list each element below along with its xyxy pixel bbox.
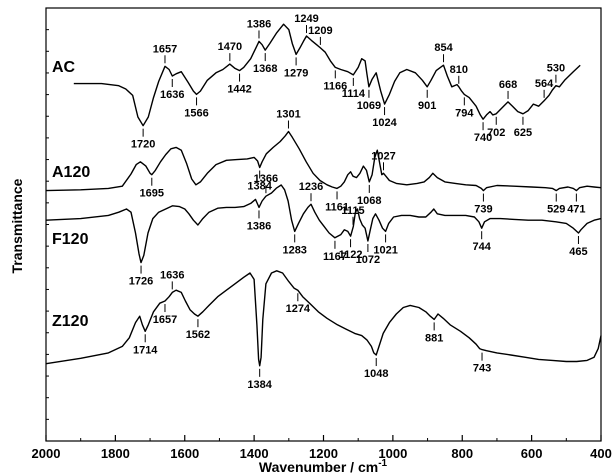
plot-frame (45, 7, 602, 442)
peak-label: 702 (487, 127, 505, 139)
spectrum-ac (73, 23, 581, 127)
x-tick-label: 600 (521, 446, 543, 461)
peak-label: 1274 (286, 303, 311, 315)
spectrum-a120 (45, 130, 602, 192)
peak-label: 1249 (294, 13, 318, 25)
spectrum-f120 (45, 184, 602, 264)
peak-label: 530 (547, 63, 565, 75)
peak-label: 471 (567, 204, 585, 216)
x-tick-label: 400 (590, 446, 612, 461)
x-tick-label: 1800 (101, 446, 130, 461)
x-axis-title-text: Wavenumber / cm (259, 459, 378, 475)
x-axis-ticks: 2000 1800 1600 1400 1200 1000 800 600 400 (32, 29, 612, 461)
peak-label: 740 (474, 132, 492, 144)
peak-label: 1720 (131, 139, 155, 151)
peak-label: 1048 (364, 368, 388, 380)
peak-label: 1562 (186, 329, 210, 341)
peak-label: 794 (455, 107, 474, 119)
peak-label: 564 (535, 78, 554, 90)
peak-label: 1726 (129, 276, 153, 288)
peak-label: 854 (434, 42, 453, 54)
peak-label: 668 (499, 79, 517, 91)
peak-label: 1470 (218, 41, 242, 53)
peak-label: 1384 (247, 379, 272, 391)
peak-label: 1366 (254, 173, 278, 185)
peak-label: 1122 (339, 249, 363, 261)
peak-label: 1209 (308, 25, 332, 37)
peak-label: 1714 (133, 344, 158, 356)
x-tick-label: 1200 (309, 446, 338, 461)
series-label-f120: F120 (52, 231, 89, 248)
series-label-ac: AC (52, 59, 76, 76)
x-tick-label: 1600 (170, 446, 199, 461)
peak-label: 1072 (356, 254, 380, 266)
peak-label: 1161 (325, 201, 349, 213)
peak-label: 1695 (140, 188, 164, 200)
peak-label: 1024 (372, 117, 397, 129)
peak-label: 1021 (373, 244, 397, 256)
peak-label: 1657 (153, 43, 177, 55)
peak-label: 881 (425, 332, 443, 344)
peak-label: 1368 (253, 63, 277, 75)
peak-label: 1442 (227, 84, 251, 96)
peak-label: 1068 (357, 195, 381, 207)
series-label-a120: A120 (52, 164, 90, 181)
peak-label: 625 (514, 127, 532, 139)
peak-label: 1027 (371, 150, 395, 162)
peak-label: 1279 (284, 67, 308, 79)
peak-label: 1386 (247, 18, 271, 30)
peak-label: 1657 (153, 314, 177, 326)
peak-label: 1114 (342, 88, 366, 100)
peak-label: 1636 (160, 89, 184, 101)
peak-label: 901 (418, 100, 436, 112)
y-axis-title: Transmittance (9, 178, 25, 273)
series-label-z120: Z120 (52, 313, 89, 330)
peak-label: 1069 (357, 100, 381, 112)
x-tick-label: 1400 (240, 446, 269, 461)
spectra (45, 23, 602, 367)
peak-label: 1566 (184, 107, 208, 119)
x-tick-label: 800 (451, 446, 473, 461)
peak-label: 1636 (160, 269, 184, 281)
peak-label: 744 (472, 241, 491, 253)
peak-label: 1283 (282, 244, 306, 256)
peak-label: 529 (547, 204, 565, 216)
x-tick-label: 2000 (32, 446, 61, 461)
peak-label: 1384 (247, 181, 272, 193)
peak-label: 1166 (323, 80, 347, 92)
peak-label: 743 (473, 363, 491, 375)
peak-label: 1236 (299, 181, 323, 193)
x-axis-title-superscript: -1 (378, 458, 387, 469)
peak-label: 1301 (276, 109, 300, 121)
x-tick-label: 1000 (378, 446, 407, 461)
peak-label: 1167 (323, 251, 347, 263)
spectrum-z120 (45, 270, 602, 367)
x-axis-title: Wavenumber / cm-1 (259, 458, 388, 475)
peak-label: 739 (474, 204, 492, 216)
peak-label: 1386 (247, 220, 271, 232)
peak-label: 810 (450, 64, 468, 76)
series-labels: AC A120 F120 Z120 (52, 59, 90, 330)
peak-label: 465 (569, 246, 587, 258)
peak-label: 1115 (341, 205, 364, 217)
